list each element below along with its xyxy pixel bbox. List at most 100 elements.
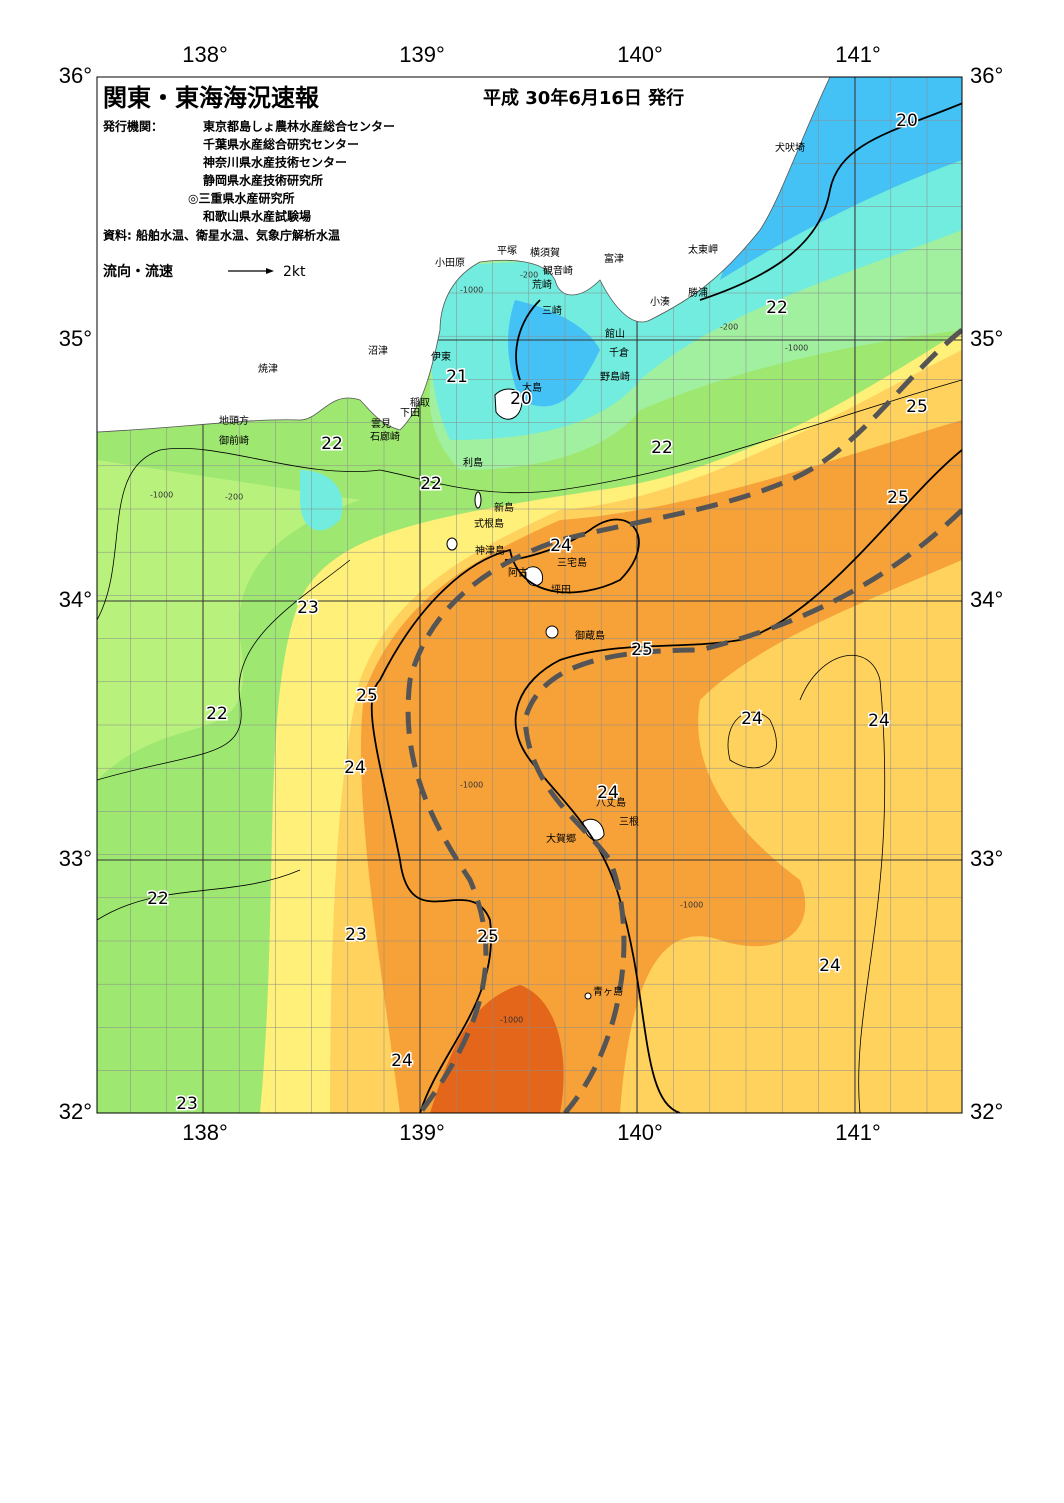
legend-arrowhead [266,268,274,274]
place-name: 平塚 [497,245,517,257]
place-name: 八丈島 [596,796,626,809]
current-axis [405,328,962,1113]
depth-label: -1000 [460,286,483,295]
isotherm-label: 20 [510,389,532,409]
place-name: 千倉 [609,346,629,359]
place-name: 新島 [494,501,514,514]
isotherm-label: 25 [631,640,653,660]
place-name: 雲見 [371,418,391,430]
sea-zone [508,300,600,407]
issuer: 静岡県水産技術研究所 [203,173,323,188]
place-name: 下田 [400,408,420,419]
place-name: 御蔵島 [575,629,605,642]
isotherm-label: 23 [176,1094,198,1114]
place-name: 荒崎 [532,278,552,291]
island [584,992,592,1000]
isotherms [370,102,962,1113]
place-name: 犬吠埼 [775,141,805,154]
isotherm-label: 22 [651,438,673,458]
lat-label: 32° [59,1099,92,1124]
lon-label: 138° [182,42,228,67]
lat-label: 35° [59,326,92,351]
issuer: ◎三重県水産研究所 [188,191,294,206]
place-name: 館山 [605,327,625,340]
isotherm-label: 23 [297,598,319,618]
source: 資料: 船舶水温、衛星水温、気象庁解析水温 [103,228,340,243]
lat-label: 32° [970,1099,1003,1124]
depth-label: -1000 [785,344,808,353]
map-area: -200 -1000 -200 -1000 -200 -1000 -1000 -… [97,77,962,1113]
isotherm-label: 21 [446,367,468,387]
place-name: 勝浦 [688,286,708,299]
island [545,625,559,639]
isotherm-label: 22 [206,704,228,724]
lon-label: 141° [835,42,881,67]
issuer: 神奈川県水産技術センター [203,155,347,170]
sea-zone [97,460,360,780]
issuer-label: 発行機関： [102,119,163,134]
depth-label: -200 [520,271,538,280]
depth-label: -1000 [500,1016,523,1025]
place-name: 太東岬 [688,243,718,256]
place-name: 三根 [619,815,639,828]
isotherm-label: 25 [906,397,928,417]
place-name: 焼津 [258,363,278,375]
isotherm-label: 22 [321,434,343,454]
depth-label: -1000 [150,491,173,500]
place-name: 式根島 [474,517,504,530]
grid [97,77,962,1113]
isotherm-label: 24 [344,758,366,778]
lat-label: 33° [970,846,1003,871]
place-name: 三宅島 [557,556,587,569]
isotherms-thin [97,379,962,1113]
place-name: 横須賀 [530,246,560,259]
depth-label: -200 [225,493,243,502]
island [446,537,458,551]
depth-label: -1000 [460,781,483,790]
place-name: 神津島 [475,544,505,557]
issuer: 和歌山県水産試験場 [202,209,311,224]
sea-zone [430,985,564,1113]
place-name: 利島 [463,456,483,469]
isotherm-label: 25 [477,927,499,947]
depth-label: -1000 [680,901,703,910]
place-name: 三崎 [542,304,562,317]
place-name: 稲取 [410,397,430,409]
sea-zone [300,470,343,531]
place-name: 青ヶ島 [593,985,623,998]
lat-label: 34° [970,587,1003,612]
lon-label: 138° [182,1120,228,1145]
lat-labels: 36° 35° 34° 33° 32° 36° 35° 34° 33° 32° [59,63,1004,1124]
lat-label: 33° [59,846,92,871]
isotherm-label: 23 [345,925,367,945]
isotherm-label: 24 [741,709,763,729]
place-name: 観音崎 [543,264,573,277]
isotherm-label: 24 [868,711,890,731]
legend-label: 流向・流速 [103,263,173,280]
lat-label: 35° [970,326,1003,351]
island [474,491,482,509]
land [97,77,831,433]
place-name: 小田原 [435,257,465,269]
lon-label: 139° [399,42,445,67]
place-name: 沼津 [368,344,388,357]
place-name: 阿古 [508,566,528,579]
issue-date: 平成 30年6月16日 発行 [483,87,684,109]
place-name: 坪田 [551,583,571,596]
title: 関東・東海海況速報 [103,84,320,112]
place-name: 富津 [604,252,624,265]
isotherm-label: 22 [147,889,169,909]
issuer: 千葉県水産総合研究センター [203,137,359,152]
isotherm-label: 24 [391,1051,413,1071]
issuer: 東京都島しょ農林水産総合センター [203,119,395,134]
legend-speed: 2kt [283,264,306,280]
isotherm-label: 24 [550,536,572,556]
place-name: 地頭方 [219,414,249,427]
lat-label: 36° [970,63,1003,88]
lon-label: 140° [617,1120,663,1145]
map-frame [96,76,963,1114]
place-name: 御前崎 [219,434,249,447]
depth-label: -200 [720,323,738,332]
